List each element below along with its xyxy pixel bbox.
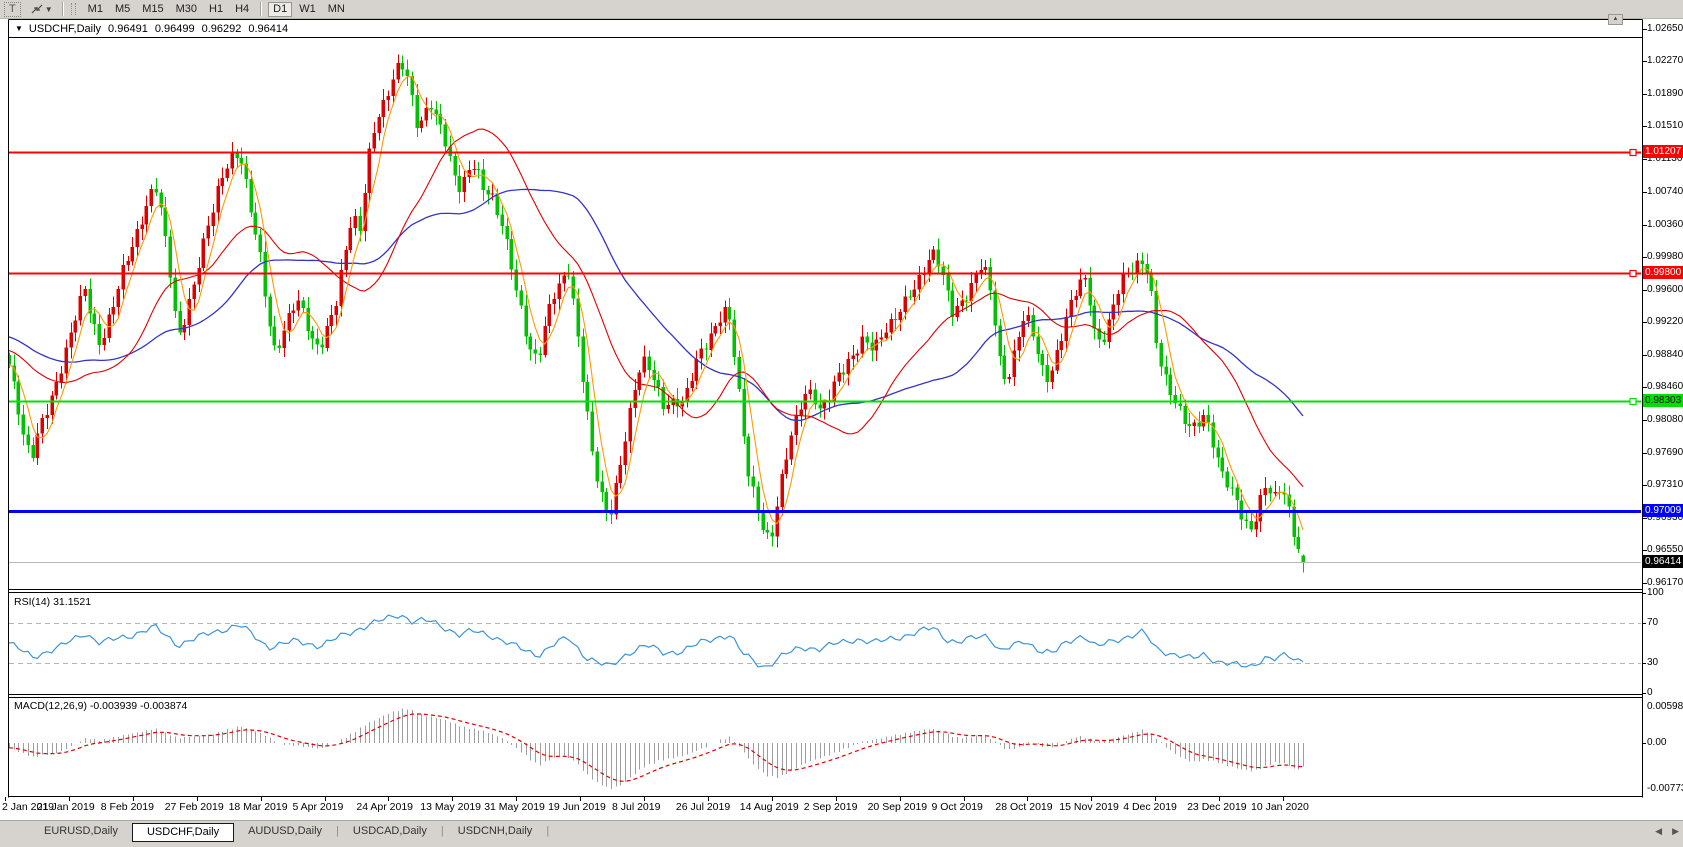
ohlc-low: 0.96292 <box>201 22 242 35</box>
timeframe-button-h4[interactable]: H4 <box>230 1 255 17</box>
ohlc-open: 0.96491 <box>108 22 148 35</box>
crosshair-arrows-glyph <box>31 4 43 14</box>
rsi-panel-label: RSI(14) 31.1521 <box>14 596 92 608</box>
tabs-scroll-left-button[interactable]: ◀ <box>1655 826 1663 836</box>
tab-audusd[interactable]: AUDUSD,Daily <box>248 825 323 837</box>
crosshair-arrows-icon[interactable] <box>30 3 44 15</box>
tabs-scroll-right-button[interactable]: ▶ <box>1672 826 1679 836</box>
timeframe-button-m5[interactable]: M5 <box>109 1 136 17</box>
tab-usdchf[interactable]: USDCHF,Daily <box>131 823 235 842</box>
toolbar-separator <box>61 2 64 16</box>
chart-title-bar: ▼ USDCHF,Daily 0.96491 0.96499 0.96292 0… <box>9 20 1641 37</box>
tab-separator: | <box>336 825 339 837</box>
text-tool-button[interactable]: T <box>4 1 21 17</box>
toolbar-separator <box>260 2 263 16</box>
symbol-dropdown-icon[interactable]: ▼ <box>15 24 23 33</box>
tab-usdcnh[interactable]: USDCNH,Daily <box>457 825 533 837</box>
scroll-up-button[interactable]: ▲ <box>1608 14 1623 25</box>
tab-usdcad[interactable]: USDCAD,Daily <box>352 825 427 837</box>
ohlc-close: 0.96414 <box>248 22 289 35</box>
toolbar-grip <box>70 3 76 15</box>
ohlc-high: 0.96499 <box>154 22 195 35</box>
toolbar: T ▼ M1 M5 M15 M30 H1 H4 D1 W1 MN <box>0 0 1683 19</box>
macd-panel-label: MACD(12,26,9) -0.003939 -0.003874 <box>14 700 188 712</box>
dropdown-caret-icon[interactable]: ▼ <box>44 4 53 14</box>
timeframe-buttons: M1 M5 M15 M30 H1 H4 D1 W1 MN <box>82 1 351 17</box>
timeframe-button-d1[interactable]: D1 <box>268 1 293 17</box>
tab-scroll-arrows: ◀ ▶ <box>1655 826 1679 837</box>
timeframe-button-h1[interactable]: H1 <box>204 1 229 17</box>
timeframe-button-m30[interactable]: M30 <box>170 1 203 17</box>
timeframe-button-m15[interactable]: M15 <box>137 1 169 17</box>
timeframe-button-w1[interactable]: W1 <box>294 1 321 17</box>
tab-separator: | <box>546 825 550 837</box>
tab-separator: | <box>440 825 444 837</box>
chart-tabs-bar: EURUSD,Daily USDCHF,Daily AUDUSD,Daily | USD… <box>0 820 1683 847</box>
chart-symbol: USDCHF,Daily <box>28 22 102 35</box>
timeframe-button-m1[interactable]: M1 <box>82 1 108 17</box>
timeframe-button-mn[interactable]: MN <box>322 1 350 17</box>
tab-eurusd[interactable]: EURUSD,Daily <box>44 825 118 837</box>
